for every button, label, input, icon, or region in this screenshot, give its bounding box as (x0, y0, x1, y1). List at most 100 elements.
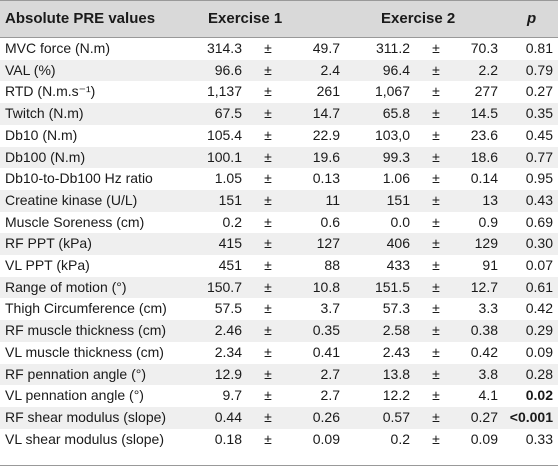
exercise-2-mean: 0.57 (382, 408, 410, 425)
table-row: VAL (%) 96.6 ±2.4 96.4 ±2.2 0.79 (0, 59, 558, 82)
plus-minus: ± (432, 387, 440, 404)
exercise-2-sd: 0.9 (478, 213, 498, 230)
plus-minus: ± (264, 300, 272, 317)
exercise-2-sd: 0.42 (470, 343, 498, 360)
p-value: 0.77 (525, 148, 553, 165)
exercise-1-sd: 0.41 (312, 343, 340, 360)
exercise-1-mean: 96.6 (214, 61, 242, 78)
exercise-2-sd: 2.2 (478, 61, 498, 78)
plus-minus: ± (264, 278, 272, 295)
exercise-1-mean: 57.5 (214, 300, 242, 317)
plus-minus: ± (432, 278, 440, 295)
exercise-1-sd: 11 (325, 191, 340, 208)
p-value: 0.33 (525, 430, 553, 447)
plus-minus: ± (264, 126, 272, 143)
plus-minus: ± (432, 126, 440, 143)
p-value: 0.79 (525, 61, 553, 78)
p-value: 0.07 (525, 257, 553, 273)
plus-minus: ± (264, 235, 272, 252)
plus-minus: ± (432, 343, 440, 360)
row-label: RF pennation angle (°) (5, 365, 147, 382)
header-p: p (527, 10, 537, 27)
exercise-1-sd: 0.35 (312, 322, 340, 339)
row-label: RF shear modulus (slope) (5, 408, 167, 425)
table-row: RF pennation angle (°) 12.9 ±2.7 13.8 ±3.8 0.… (0, 363, 558, 386)
plus-minus: ± (264, 387, 272, 404)
row-label: RF muscle thickness (cm) (5, 322, 167, 339)
exercise-1-mean: 151 (218, 191, 242, 208)
p-value: 0.81 (525, 40, 553, 56)
exercise-2-sd: 70.3 (470, 40, 498, 56)
plus-minus: ± (264, 191, 272, 208)
table-row: RF PPT (kPa) 415 ±127 406 ±129 0.30 (0, 233, 558, 255)
plus-minus: ± (264, 213, 272, 230)
exercise-2-sd: 0.27 (470, 408, 498, 425)
exercise-2-mean: 65.8 (382, 105, 410, 122)
exercise-2-mean: 103,0 (374, 126, 410, 143)
p-value: 0.27 (525, 83, 553, 100)
plus-minus: ± (264, 170, 272, 187)
exercise-1-sd: 0.13 (312, 170, 340, 187)
header-exercise-1: Exercise 1 (208, 10, 283, 27)
exercise-1-sd: 2.4 (320, 61, 340, 78)
exercise-2-sd: 277 (474, 83, 498, 100)
plus-minus: ± (432, 191, 440, 208)
table-row: RF shear modulus (slope) 0.44 ±0.26 0.57 ±0.… (0, 406, 558, 429)
row-label: RF PPT (kPa) (5, 235, 92, 252)
table-row: RTD (N.m.s⁻¹) 1,137 ±261 1,067 ±277 0.27 (0, 81, 558, 103)
exercise-1-sd: 2.7 (320, 387, 340, 404)
plus-minus: ± (432, 61, 440, 78)
exercise-2-mean: 433 (386, 257, 410, 273)
exercise-2-sd: 12.7 (470, 278, 498, 295)
exercise-2-sd: 18.6 (470, 148, 498, 165)
p-value: 0.61 (525, 278, 553, 295)
exercise-1-sd: 0.09 (312, 430, 340, 447)
plus-minus: ± (264, 430, 272, 447)
table-row: Db10 (N.m) 105.4 ±22.9 103,0 ±23.6 0.45 (0, 125, 558, 147)
exercise-2-sd: 4.1 (478, 387, 498, 404)
exercise-2-mean: 406 (386, 235, 410, 252)
plus-minus: ± (264, 40, 272, 56)
plus-minus: ± (432, 105, 440, 122)
row-label: Creatine kinase (U/L) (5, 191, 138, 208)
plus-minus: ± (264, 148, 272, 165)
exercise-1-mean: 67.5 (214, 105, 242, 122)
exercise-1-mean: 1.05 (214, 170, 242, 187)
exercise-1-sd: 127 (316, 235, 340, 252)
plus-minus: ± (432, 257, 440, 273)
table-row: Db10-to-Db100 Hz ratio 1.05 ±0.13 1.06 ±0.14… (0, 168, 558, 190)
exercise-1-sd: 2.7 (320, 365, 340, 382)
exercise-2-mean: 2.58 (382, 322, 410, 339)
exercise-1-sd: 0.6 (320, 213, 340, 230)
p-value: 0.30 (525, 235, 553, 252)
table-row: RF muscle thickness (cm) 2.46 ±0.35 2.58 ±0.… (0, 320, 558, 342)
row-label: RTD (N.m.s⁻¹) (5, 83, 96, 100)
table-row: Db100 (N.m) 100.1 ±19.6 99.3 ±18.6 0.77 (0, 146, 558, 169)
exercise-1-sd: 49.7 (312, 40, 340, 56)
table-row: Muscle Soreness (cm) 0.2 ±0.6 0.0 ±0.9 0.69 (0, 212, 558, 234)
exercise-2-sd: 14.5 (470, 105, 498, 122)
plus-minus: ± (264, 83, 272, 100)
exercise-2-sd: 3.8 (478, 365, 498, 382)
exercise-1-mean: 2.34 (214, 343, 242, 360)
table-row: VL PPT (kPa) 451 ±88 433 ±91 0.07 (0, 255, 558, 277)
plus-minus: ± (432, 235, 440, 252)
exercise-2-mean: 96.4 (382, 61, 410, 78)
exercise-2-sd: 0.14 (470, 170, 498, 187)
p-value: 0.43 (525, 191, 553, 208)
exercise-1-sd: 14.7 (312, 105, 340, 122)
row-label: MVC force (N.m) (5, 40, 110, 56)
exercise-1-sd: 261 (316, 83, 340, 100)
row-label: VL shear modulus (slope) (5, 430, 165, 447)
row-label: VL pennation angle (°) (5, 387, 144, 404)
bottom-rule (0, 465, 558, 466)
plus-minus: ± (264, 343, 272, 360)
p-value: 0.02 (525, 387, 553, 404)
row-label: Db10-to-Db100 Hz ratio (5, 170, 153, 187)
exercise-1-mean: 1,137 (206, 83, 242, 100)
plus-minus: ± (432, 170, 440, 187)
exercise-1-sd: 22.9 (312, 126, 340, 143)
exercise-2-sd: 0.38 (470, 322, 498, 339)
exercise-1-mean: 314.3 (206, 40, 242, 56)
